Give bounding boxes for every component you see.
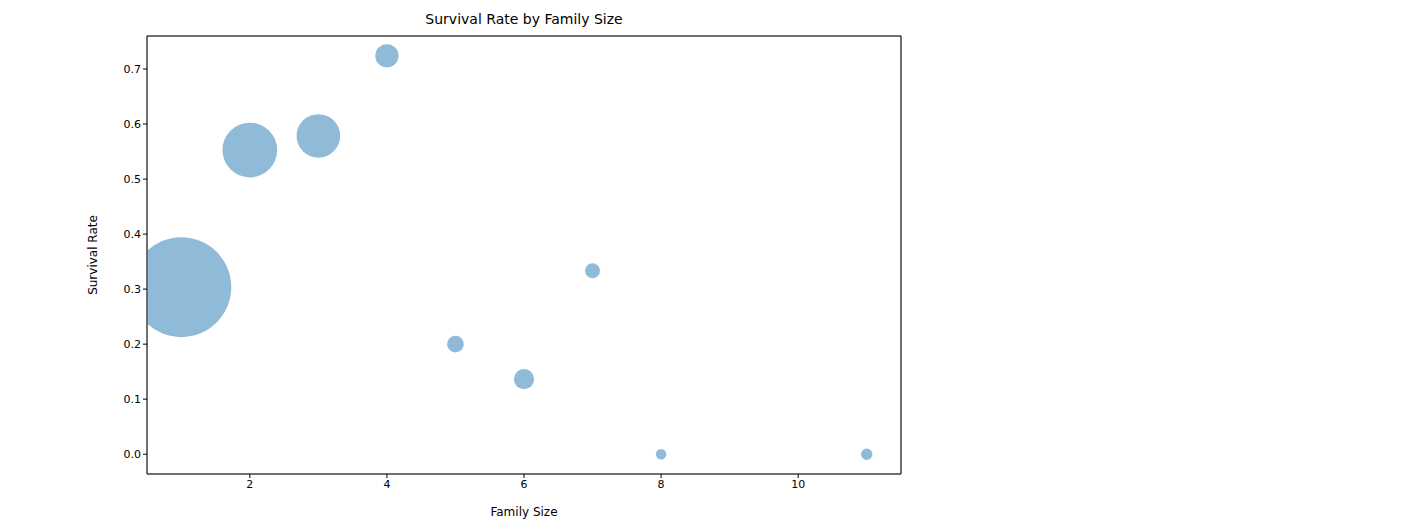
svg-text:0.6: 0.6 [124, 118, 142, 131]
svg-text:4: 4 [383, 478, 390, 491]
svg-text:0.7: 0.7 [124, 63, 142, 76]
svg-text:Family Size: Family Size [490, 505, 557, 519]
svg-text:Survival Rate: Survival Rate [86, 215, 100, 295]
svg-text:0.5: 0.5 [124, 173, 142, 186]
html-text:Survival Rate by Family Size: Survival Rate by Family Size [425, 11, 623, 27]
svg-text:10: 10 [791, 478, 805, 491]
svg-text:2: 2 [246, 478, 253, 491]
svg-text:0.4: 0.4 [124, 228, 142, 241]
svg-text:0.3: 0.3 [124, 283, 142, 296]
svg-text:8: 8 [658, 478, 665, 491]
svg-text:6: 6 [521, 478, 528, 491]
svg-text:0.0: 0.0 [124, 448, 142, 461]
svg-text:0.2: 0.2 [124, 338, 142, 351]
svg-text:0.1: 0.1 [124, 393, 142, 406]
